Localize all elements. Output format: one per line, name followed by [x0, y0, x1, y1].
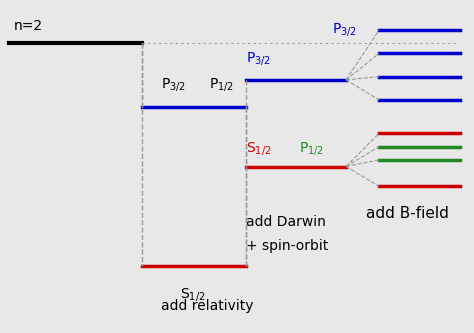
Text: S$_{1/2}$: S$_{1/2}$	[246, 140, 272, 157]
Text: P$_{3/2}$: P$_{3/2}$	[161, 76, 186, 93]
Text: P$_{3/2}$: P$_{3/2}$	[246, 50, 271, 67]
Text: add relativity: add relativity	[161, 299, 254, 313]
Text: + spin-orbit: + spin-orbit	[246, 239, 329, 253]
Text: P$_{3/2}$: P$_{3/2}$	[332, 21, 356, 39]
Text: n=2: n=2	[14, 19, 43, 33]
Text: add Darwin: add Darwin	[246, 215, 327, 229]
Text: P$_{1/2}$: P$_{1/2}$	[209, 76, 233, 93]
Text: S$_{1/2}$: S$_{1/2}$	[180, 286, 205, 303]
Text: P$_{1/2}$: P$_{1/2}$	[299, 140, 323, 157]
Text: add B-field: add B-field	[366, 206, 449, 221]
